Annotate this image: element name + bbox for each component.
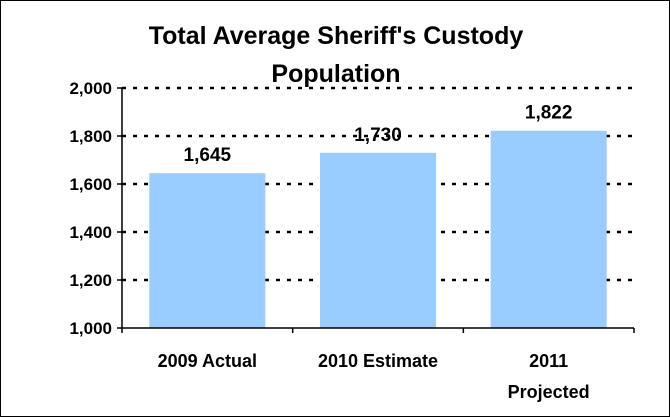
data-label-1: 1,730 [354, 125, 402, 146]
y-tick-label-2000: 2,000 [69, 79, 112, 98]
category-label-1-line-0: 2010 Estimate [318, 351, 438, 371]
y-tick-label-1800: 1,800 [69, 127, 112, 146]
y-axis-tick-labels: 1,000 1,200 1,400 1,600 1,800 2,000 [69, 79, 112, 338]
chart-title-line-1: Total Average Sheriff's Custody [149, 22, 524, 50]
category-label-2-line-0: 2011 [529, 351, 568, 371]
x-axis-category-labels: 2009 Actual 2010 Estimate 2011 Projected [158, 351, 590, 402]
y-tick-label-1000: 1,000 [69, 319, 112, 338]
bar-1 [319, 152, 437, 328]
bar-0 [149, 173, 266, 328]
axes [117, 87, 635, 333]
category-label-2-line-1: Projected [508, 382, 590, 402]
category-label-0-line-0: 2009 Actual [158, 351, 257, 371]
data-label-2: 1,822 [525, 103, 573, 124]
bars [149, 130, 607, 328]
y-tick-label-1400: 1,400 [69, 223, 112, 242]
data-label-0: 1,645 [184, 145, 232, 166]
y-tick-label-1200: 1,200 [69, 271, 112, 290]
bar-2 [490, 130, 607, 328]
chart-title: Total Average Sheriff's Custody Populati… [149, 22, 524, 88]
y-tick-label-1600: 1,600 [69, 175, 112, 194]
chart-title-line-2: Population [271, 60, 400, 88]
data-labels: 1,645 1,730 1,822 [184, 103, 573, 166]
